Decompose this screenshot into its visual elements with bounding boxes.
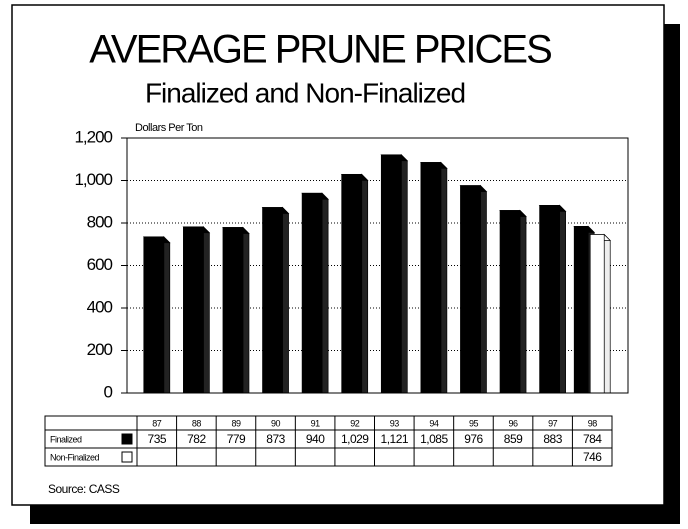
bar-side	[559, 204, 566, 394]
bar-side	[519, 209, 527, 394]
y-tick-label: 600	[87, 255, 113, 274]
table-value: 1,029	[341, 432, 369, 446]
x-tick-label: 91	[311, 418, 321, 428]
bar-side	[321, 192, 329, 394]
x-tick-label: 89	[231, 418, 241, 428]
x-tick-label: 92	[350, 418, 360, 428]
legend-label: Non-Finalized	[50, 452, 100, 462]
table-value: 859	[504, 432, 523, 446]
table-value: 940	[306, 432, 325, 446]
y-tick-label: 800	[87, 212, 113, 231]
table-value: 873	[266, 432, 285, 446]
chart-subtitle: Finalized and Non-Finalized	[145, 77, 465, 108]
x-tick-label: 98	[588, 418, 598, 428]
y-tick-label: 1,000	[74, 170, 112, 189]
y-tick-label: 400	[87, 297, 113, 316]
bar-side	[440, 161, 448, 394]
bar	[143, 236, 165, 394]
legend-swatch	[121, 451, 133, 463]
source: Source: CASS	[48, 482, 120, 496]
y-tick-label: 1,200	[74, 127, 112, 146]
y-tick-label: 200	[87, 340, 113, 359]
table-value: 784	[583, 432, 602, 446]
table-value: 746	[583, 450, 602, 464]
table-value: 1,121	[381, 432, 409, 446]
table-value: 779	[227, 432, 246, 446]
bar-side	[203, 225, 210, 394]
x-tick-label: 87	[152, 418, 162, 428]
x-tick-label: 93	[390, 418, 400, 428]
bar-side	[163, 235, 171, 394]
bar-side	[603, 233, 611, 394]
table-value: 735	[148, 432, 167, 446]
bar-side	[361, 173, 369, 394]
bar	[301, 192, 323, 394]
x-tick-label: 96	[509, 418, 519, 428]
x-tick-label: 97	[548, 418, 558, 428]
y-tick-label: 0	[104, 382, 113, 401]
y-axis-label: Dollars Per Ton	[135, 122, 203, 134]
bar	[222, 227, 244, 394]
bar	[380, 154, 402, 394]
bar	[183, 226, 204, 394]
table-value: 782	[187, 432, 206, 446]
x-tick-label: 88	[192, 418, 202, 428]
bar	[573, 226, 589, 394]
bar	[341, 173, 363, 394]
table-value: 976	[464, 432, 483, 446]
bar	[262, 207, 283, 394]
bar	[499, 210, 521, 394]
bar-side	[400, 153, 408, 394]
chart-title: AVERAGE PRUNE PRICES	[89, 28, 551, 72]
bar-side	[480, 184, 487, 394]
table-value: 1,085	[420, 432, 448, 446]
legend-swatch	[121, 433, 133, 445]
bar	[589, 234, 605, 394]
bar	[420, 162, 442, 394]
legend-label: Finalized	[50, 434, 82, 444]
x-tick-label: 95	[469, 418, 479, 428]
x-tick-label: 94	[429, 418, 439, 428]
bar-side	[282, 206, 289, 394]
table-value: 883	[543, 432, 562, 446]
bar	[460, 185, 481, 394]
x-tick-label: 90	[271, 418, 281, 428]
bar	[539, 205, 560, 394]
bar-side	[242, 226, 250, 394]
